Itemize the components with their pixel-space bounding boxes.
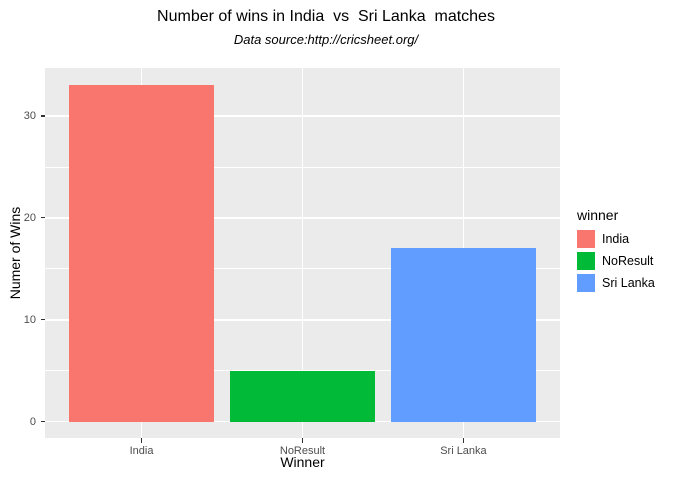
y-tick-mark xyxy=(40,319,45,321)
legend-label: Sri Lanka xyxy=(602,276,655,290)
x-tick-mark xyxy=(301,438,304,443)
legend-entry: NoResult xyxy=(577,252,655,270)
x-tick-mark xyxy=(141,438,143,443)
legend-title: winner xyxy=(577,207,619,223)
chart-subtitle: Data source:http://cricsheet.org/ xyxy=(233,32,419,47)
chart-title: Number of wins in India vs Sri Lanka mat… xyxy=(157,8,495,25)
bar-sri-lanka xyxy=(391,248,536,422)
y-tick-label: 20 xyxy=(23,211,36,224)
x-tick-mark xyxy=(462,438,464,443)
x-tick-label: India xyxy=(129,445,154,457)
x-axis-title: Winner xyxy=(280,454,325,470)
x-tick-label: NoResult xyxy=(279,445,326,457)
bar-noresult xyxy=(230,370,375,422)
y-tick-label: 30 xyxy=(23,110,36,122)
legend-key-swatch xyxy=(577,274,595,292)
legend-entry: India xyxy=(577,230,655,248)
legend-label: NoResult xyxy=(602,254,654,268)
legend-key-swatch xyxy=(577,252,595,270)
legend: winner India NoResult Sri Lanka xyxy=(577,207,655,296)
x-tick-label: Sri Lanka xyxy=(440,445,487,457)
y-tick-mark xyxy=(40,115,45,117)
y-tick-label: 0 xyxy=(29,415,36,428)
legend-key-swatch xyxy=(577,230,595,248)
plot-panel xyxy=(45,68,560,438)
y-tick-mark xyxy=(40,421,45,423)
legend-entries: India NoResult Sri Lanka xyxy=(577,230,655,292)
y-tick-label: 10 xyxy=(23,313,36,326)
gridline-major-v xyxy=(301,68,304,438)
legend-entry: Sri Lanka xyxy=(577,274,655,292)
legend-label: India xyxy=(602,232,630,246)
y-tick-mark xyxy=(40,217,45,219)
bar-india xyxy=(69,85,214,422)
